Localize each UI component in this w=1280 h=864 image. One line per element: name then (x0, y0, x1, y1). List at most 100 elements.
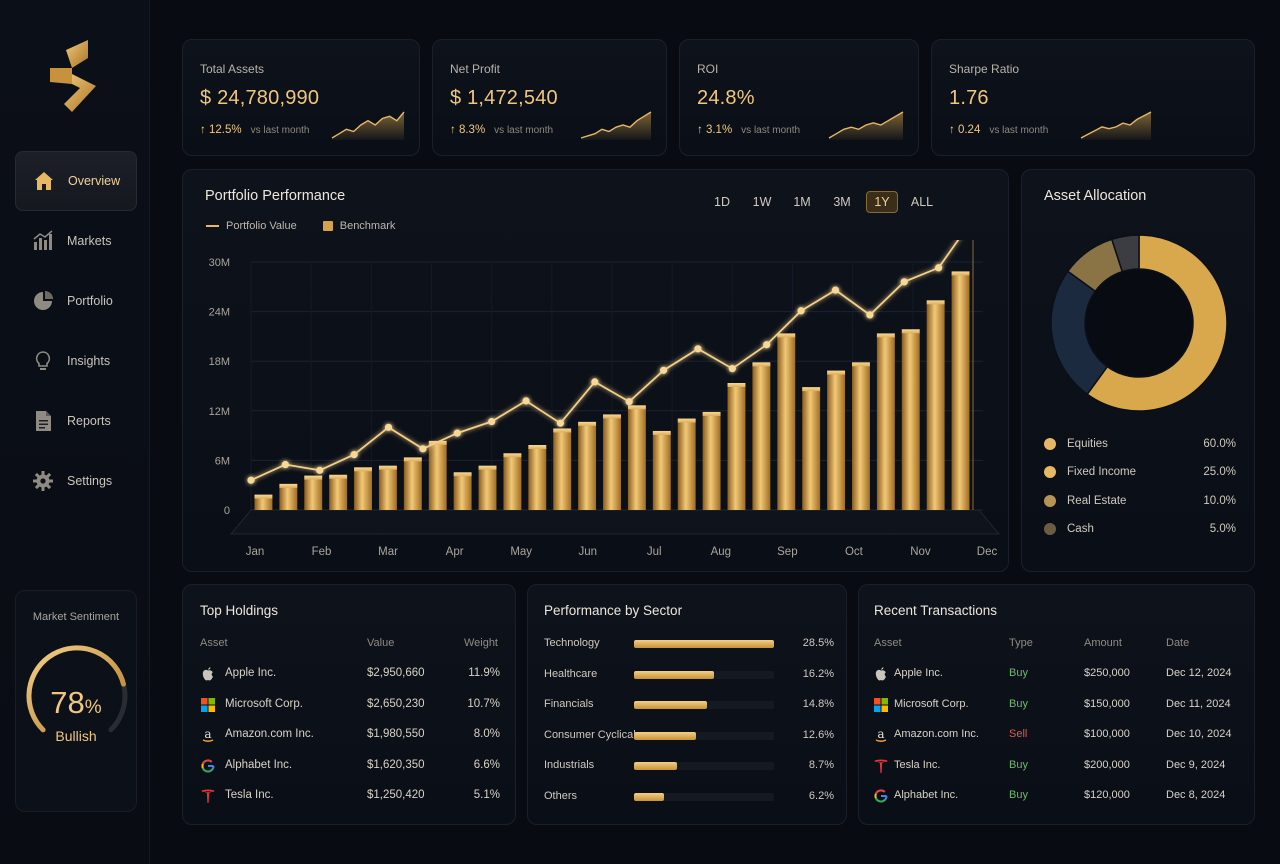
holding-weight: 8.0% (473, 728, 500, 740)
portfolio-value-point (488, 417, 496, 426)
y-tick-label: 18M (209, 356, 230, 368)
benchmark-bar (802, 387, 821, 510)
table-row[interactable]: Microsoft Corp. Buy $150,000 Dec 11, 2024 (859, 696, 1256, 716)
sidebar-item-markets[interactable]: Markets (15, 211, 137, 271)
table-row[interactable]: Alphabet Inc. Buy $120,000 Dec 8, 2024 (859, 787, 1256, 807)
transaction-asset: Amazon.com Inc. (894, 728, 979, 740)
panel-title: Performance by Sector (544, 603, 683, 618)
table-row[interactable]: Apple Inc. Buy $250,000 Dec 12, 2024 (859, 665, 1256, 685)
table-row[interactable]: a Amazon.com Inc. $1,980,550 8.0% (183, 726, 517, 746)
table-row[interactable]: Tesla Inc. $1,250,420 5.1% (183, 787, 517, 807)
sector-bar-track (634, 701, 774, 709)
column-header-value: Value (367, 637, 395, 649)
y-tick-label: 6M (215, 455, 230, 467)
amazon-icon: a (200, 727, 216, 743)
benchmark-bar (304, 475, 323, 510)
sparkline (828, 111, 904, 140)
benchmark-bar (951, 271, 970, 510)
portfolio-value-point (763, 341, 771, 349)
x-tick-label: Dec (977, 546, 998, 558)
svg-text:a: a (204, 727, 211, 741)
range-tab-1y[interactable]: 1Y (866, 191, 898, 213)
kpi-value: 24.8% (697, 87, 755, 109)
arrow-up-icon: ↑ (200, 124, 209, 136)
transaction-type: Buy (1009, 667, 1028, 679)
benchmark-bar (403, 457, 422, 510)
microsoft-icon (873, 697, 889, 713)
range-tab-1w[interactable]: 1W (752, 195, 772, 209)
portfolio-value-point (316, 466, 324, 474)
sector-bar (634, 670, 714, 679)
transaction-type: Buy (1009, 758, 1028, 771)
range-tab-1m[interactable]: 1M (793, 195, 811, 209)
panel-title: Recent Transactions (874, 603, 998, 618)
tesla-icon (200, 788, 216, 804)
transaction-type: Buy (1009, 697, 1028, 710)
sector-bar-track (634, 762, 774, 770)
holding-asset: Apple Inc. (225, 667, 277, 679)
transaction-type: Buy (1009, 789, 1028, 801)
gold-brand-logo[interactable] (46, 38, 102, 116)
column-header-type: Type (1009, 637, 1033, 649)
amazon-icon: a (873, 727, 889, 743)
allocation-legend-item: Fixed Income 25.0% (1044, 464, 1236, 480)
sector-bar-track (634, 792, 774, 801)
benchmark-bar (627, 405, 646, 510)
performance-chart: 0 6M 12M 18M 24M 30M Jan Feb Mar Apr May Jun Jul Aug S… (209, 240, 1001, 558)
sidebar-item-insights[interactable]: Insights (15, 331, 137, 391)
transaction-asset: Tesla Inc. (894, 758, 941, 771)
holding-value: $2,650,230 (367, 697, 425, 710)
sidebar-item-label: Overview (68, 174, 121, 188)
y-tick-label: 24M (209, 307, 230, 319)
kpi-card-total-assets: Total Assets $ 24,780,990 ↑ 12.5% vs last… (182, 39, 420, 156)
transaction-date: Dec 8, 2024 (1166, 789, 1226, 801)
range-tab-3m[interactable]: 3M (833, 195, 851, 209)
benchmark-bar (852, 362, 870, 510)
benchmark-bar (752, 362, 771, 510)
y-tick-label: 12M (209, 406, 230, 418)
sentiment-label: Bullish (55, 728, 97, 744)
benchmark-bar (528, 445, 547, 510)
transaction-date: Dec 9, 2024 (1166, 758, 1226, 771)
range-tab-1d[interactable]: 1D (714, 195, 730, 209)
column-header-asset: Asset (200, 637, 228, 649)
sidebar-item-portfolio[interactable]: Portfolio (15, 271, 137, 331)
bar-chart-icon (31, 229, 55, 253)
kpi-card-sharpe-ratio: Sharpe Ratio 1.76 ↑ 0.24 vs last month (931, 39, 1255, 156)
holding-weight: 11.9% (468, 667, 500, 679)
sparkline-area (332, 112, 404, 140)
y-tick-label: 0 (224, 505, 230, 517)
sector-value: 6.2% (808, 789, 834, 802)
legend-dot (1044, 466, 1056, 478)
x-tick-label: Apr (446, 546, 464, 558)
google-icon (873, 788, 889, 804)
sidebar-item-overview[interactable]: Overview (15, 151, 137, 211)
transaction-amount: $150,000 (1084, 697, 1130, 710)
pie-chart-icon (31, 289, 55, 313)
x-tick-label: Jul (647, 546, 662, 558)
transaction-amount: $200,000 (1084, 758, 1130, 771)
allocation-donut-chart (1050, 234, 1228, 412)
apple-icon (873, 666, 889, 682)
sidebar-item-reports[interactable]: Reports (15, 391, 137, 451)
range-tab-all[interactable]: ALL (910, 195, 934, 209)
table-row[interactable]: Apple Inc. $2,950,660 11.9% (183, 665, 517, 685)
table-row[interactable]: Microsoft Corp. $2,650,230 10.7% (183, 696, 517, 716)
benchmark-bar (428, 440, 447, 510)
holding-weight: 10.7% (467, 697, 500, 710)
table-row[interactable]: Tesla Inc. Buy $200,000 Dec 9, 2024 (859, 757, 1256, 777)
sparkline (580, 111, 652, 140)
x-tick-label: Sep (777, 546, 797, 558)
arrow-up-icon: ↑ (949, 124, 958, 136)
sector-row: Financials 14.8% (544, 697, 834, 713)
x-tick-label: Oct (845, 546, 864, 558)
sparkline-line (828, 111, 904, 139)
table-row[interactable]: a Amazon.com Inc. Sell $100,000 Dec 10, 2024 (859, 726, 1256, 746)
sector-performance-panel: Performance by Sector Technology 28.5% Hea… (527, 584, 847, 825)
benchmark-bar (553, 428, 572, 510)
sidebar-item-settings[interactable]: Settings (15, 451, 137, 511)
google-icon (200, 758, 216, 774)
sparkline (331, 111, 405, 140)
sentiment-gauge-fill (26, 645, 126, 733)
table-row[interactable]: Alphabet Inc. $1,620,350 6.6% (183, 757, 517, 777)
